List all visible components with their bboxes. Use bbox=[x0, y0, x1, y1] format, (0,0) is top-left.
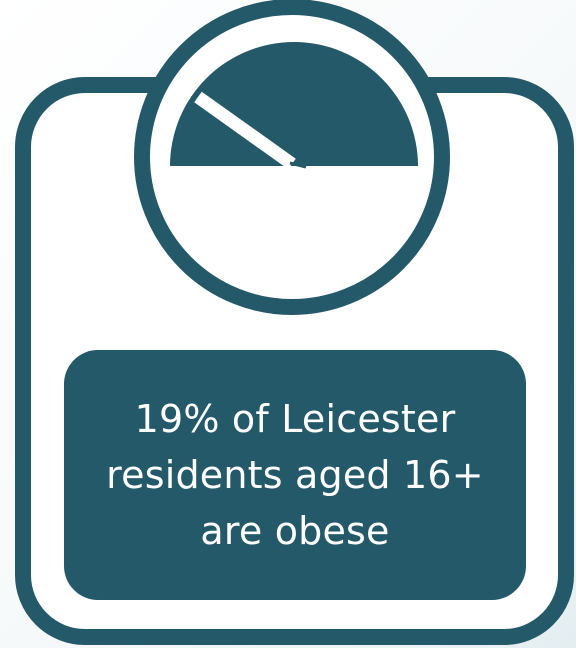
stat-line-2: residents aged 16+ bbox=[106, 453, 484, 497]
stat-line-1: 19% of Leicester bbox=[134, 397, 456, 441]
dial-face bbox=[170, 42, 418, 166]
dial-needle-icon bbox=[194, 91, 296, 170]
stat-text: 19% of Leicester residents aged 16+ are … bbox=[85, 391, 505, 559]
dial-needle-outline bbox=[289, 161, 307, 169]
stat-box: 19% of Leicester residents aged 16+ are … bbox=[64, 350, 526, 600]
stat-line-3: are obese bbox=[200, 509, 390, 553]
